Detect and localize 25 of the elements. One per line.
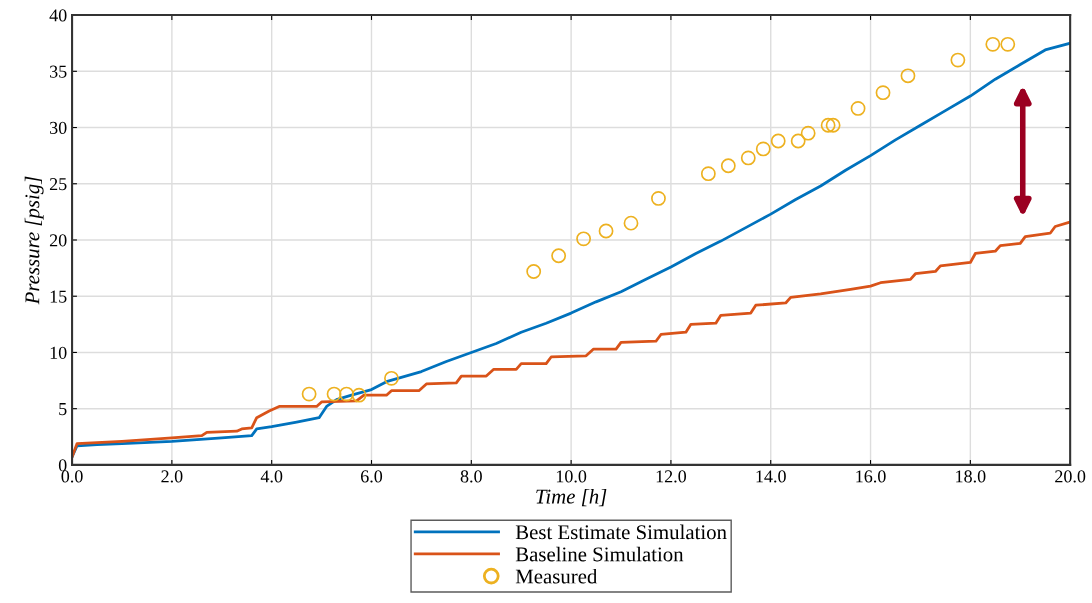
y-tick-label: 30 [50, 121, 67, 134]
y-tick-label: 40 [49, 9, 67, 22]
x-tick-label: 14.0 [756, 470, 786, 483]
y-axis-title: Pressure [psig] [24, 176, 44, 305]
y-tick-label: 25 [49, 178, 67, 191]
legend-label: Measured [515, 568, 598, 584]
x-tick-label: 0.0 [61, 470, 83, 483]
y-tick-label: 5 [59, 403, 67, 416]
y-tick-label: 15 [50, 290, 67, 303]
x-tick-label: 2.0 [161, 470, 183, 483]
x-tick-label: 18.0 [956, 470, 986, 483]
y-tick-label: 10 [50, 346, 67, 359]
x-tick-label: 16.0 [856, 470, 886, 483]
x-tick-label: 8.0 [460, 470, 482, 483]
y-tick-label: 35 [50, 65, 67, 78]
x-tick-label: 4.0 [260, 470, 283, 483]
y-tick-label: 0 [58, 459, 67, 472]
x-tick-label: 20.0 [1055, 470, 1086, 483]
x-tick-label: 6.0 [360, 470, 383, 483]
x-tick-label: 10.0 [556, 470, 587, 483]
legend-label: Best Estimate Simulation [515, 524, 727, 540]
legend-label: Baseline Simulation [515, 546, 684, 562]
y-tick-label: 20 [49, 234, 67, 247]
x-axis-title: Time [h] [536, 488, 607, 507]
x-tick-label: 12.0 [656, 470, 687, 483]
